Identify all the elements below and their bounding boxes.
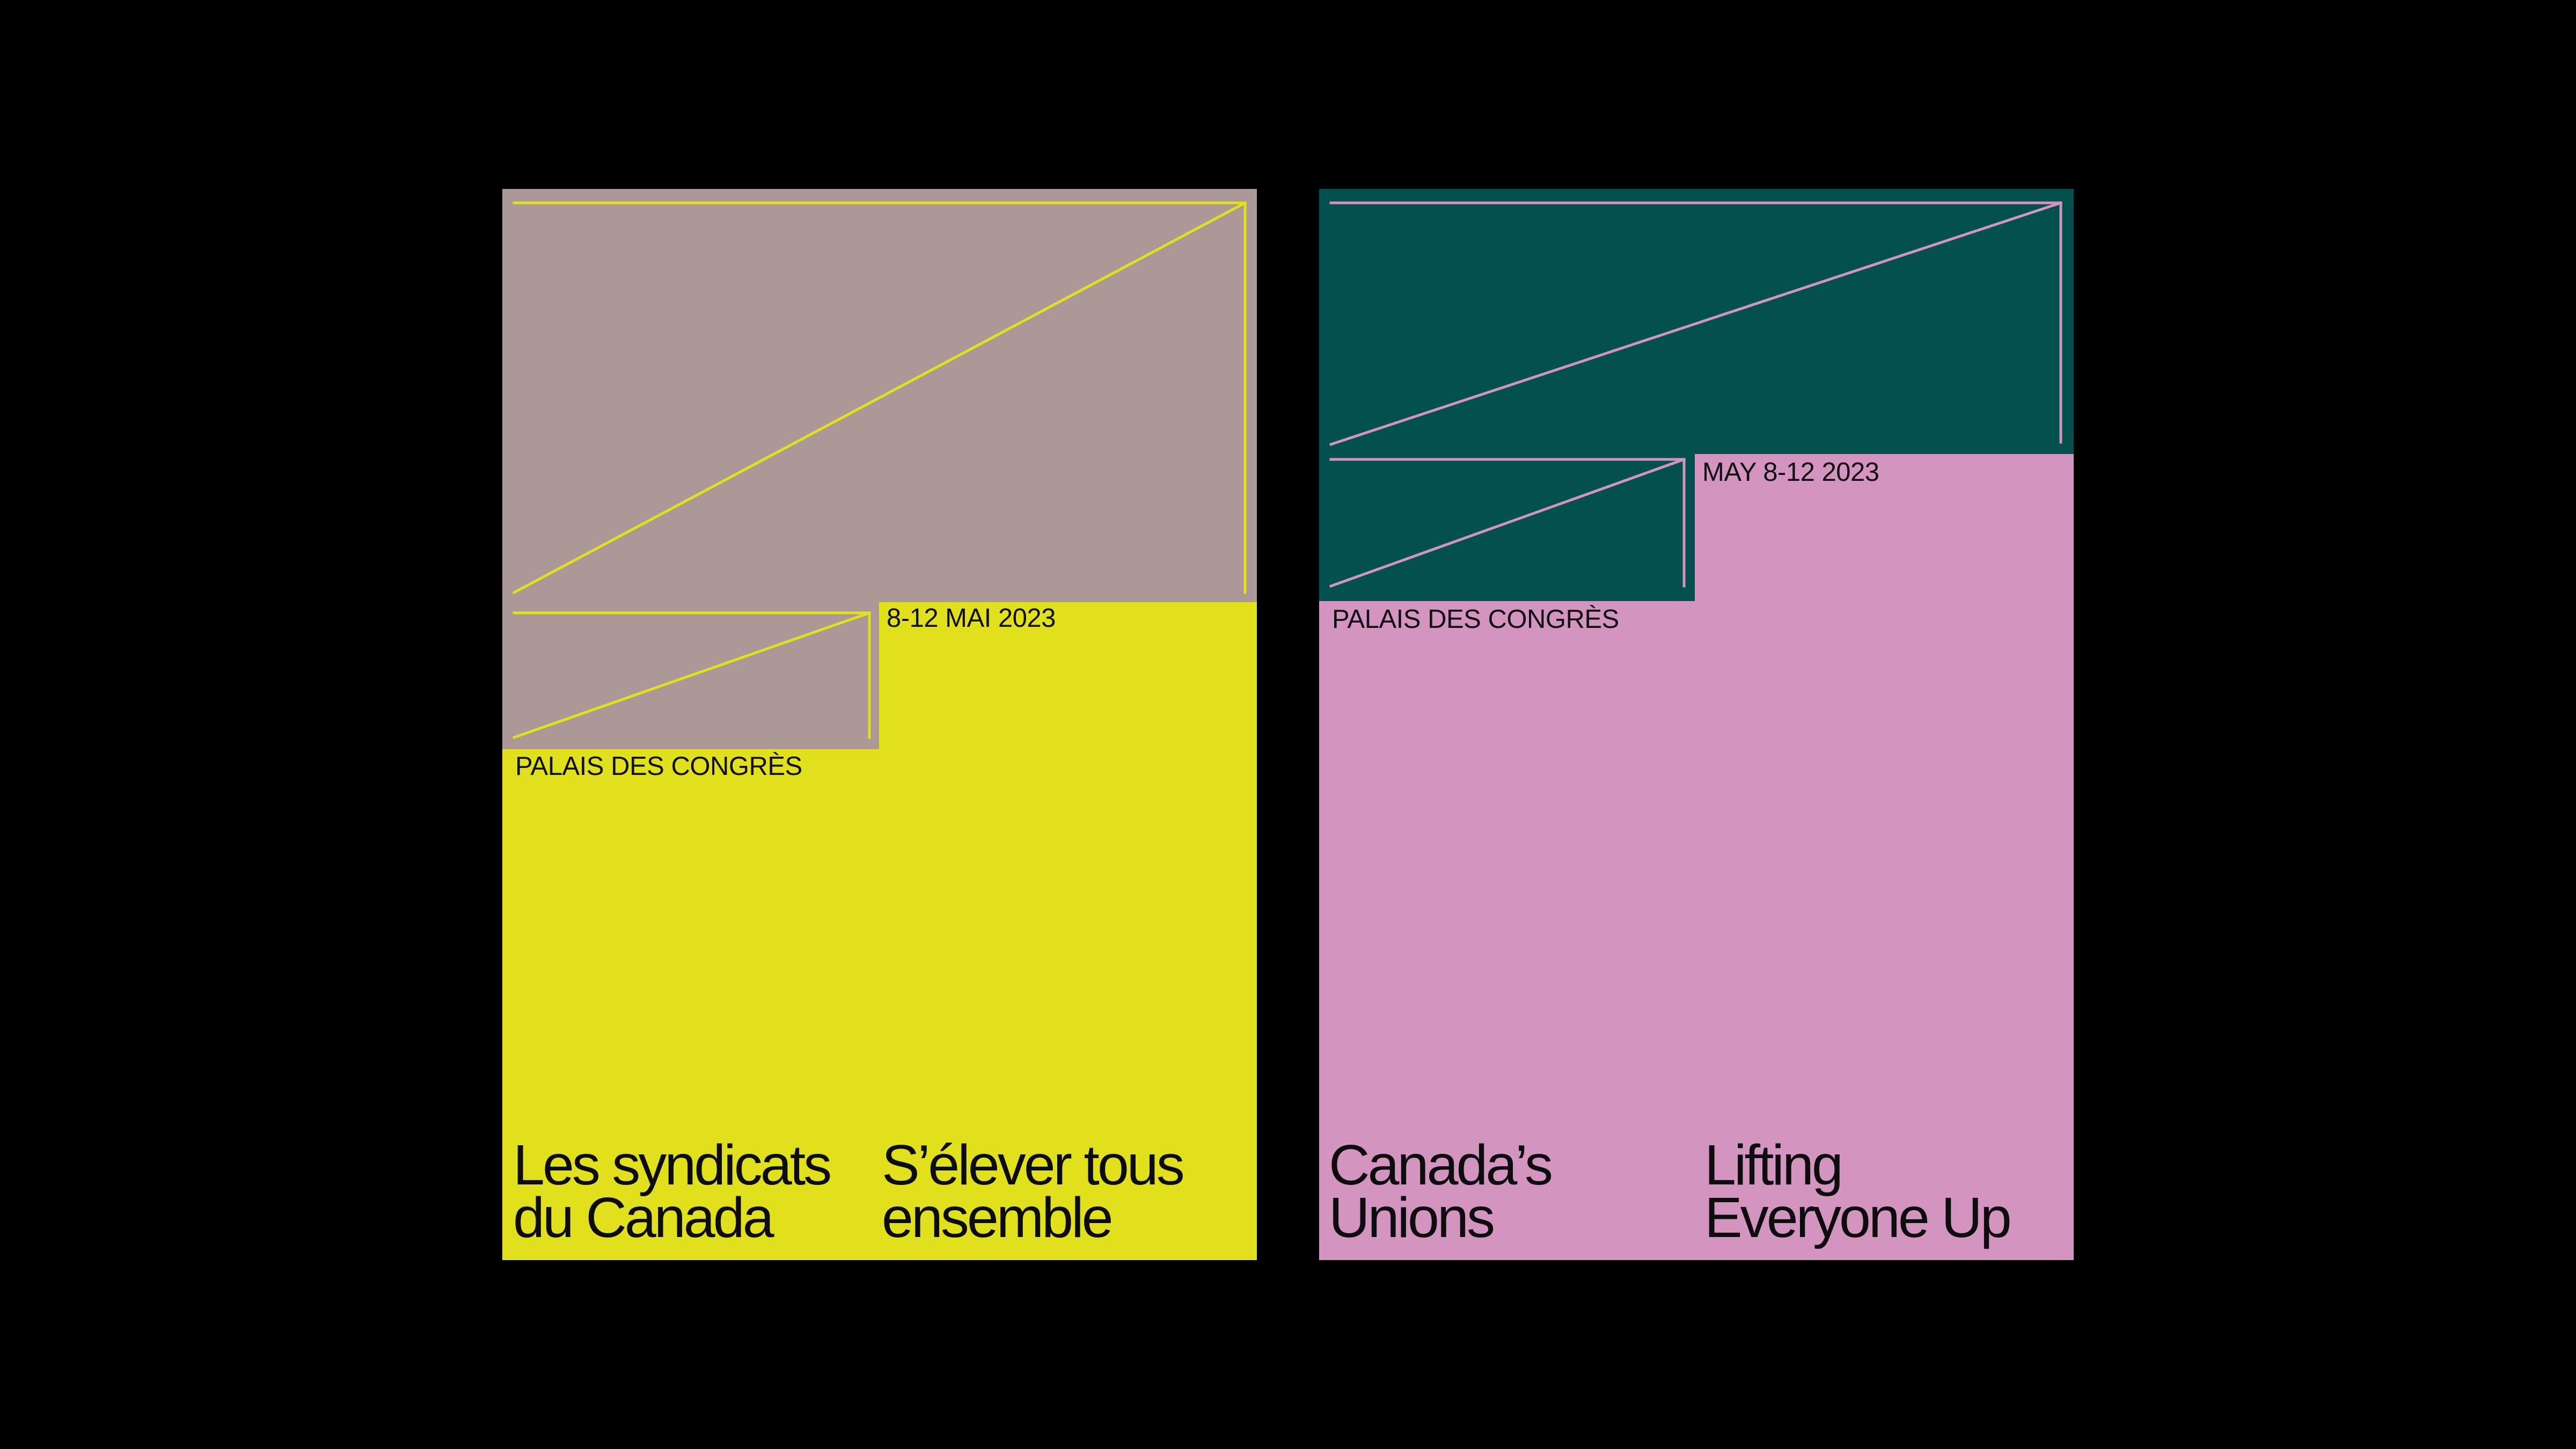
large-triangle-outline <box>512 201 1247 595</box>
poster-english-graphic <box>1319 189 2074 601</box>
headline-title-line-1: Les syndicats <box>513 1133 832 1197</box>
headline-slogan: Lifting Everyone Up <box>1704 1133 2012 1249</box>
headline-title-line-2: du Canada <box>513 1186 774 1249</box>
small-triangle-outline <box>1329 457 1686 588</box>
headline-slogan-line-2: ensemble <box>882 1186 1114 1249</box>
large-triangle-outline <box>1329 201 2063 447</box>
event-venue: PALAIS DES CONGRÈS <box>515 752 802 781</box>
headline-slogan-line-2: Everyone Up <box>1704 1186 2012 1249</box>
event-date: 8-12 MAI 2023 <box>887 604 1056 633</box>
headline-slogan-line-1: S’élever tous <box>882 1133 1185 1197</box>
event-venue: PALAIS DES CONGRÈS <box>1332 605 1619 634</box>
headline-title-line-1: Canada’s <box>1329 1133 1553 1197</box>
poster-french: 8-12 MAI 2023 PALAIS DES CONGRÈS Les syn… <box>502 189 1257 1260</box>
headline-title: Les syndicats du Canada <box>513 1133 832 1249</box>
poster-english: MAY 8-12 2023 PALAIS DES CONGRÈS Canada’… <box>1319 189 2074 1260</box>
small-triangle-outline <box>512 611 872 740</box>
event-date: MAY 8-12 2023 <box>1702 458 1879 487</box>
headline-slogan: S’élever tous ensemble <box>882 1133 1185 1249</box>
headline-title-line-2: Unions <box>1329 1186 1495 1249</box>
headline-slogan-line-1: Lifting <box>1704 1133 1843 1197</box>
grey-stepped-block <box>502 189 1257 749</box>
poster-french-graphic <box>502 189 1257 749</box>
headline-title: Canada’s Unions <box>1329 1133 1553 1249</box>
teal-stepped-block <box>1319 189 2074 601</box>
